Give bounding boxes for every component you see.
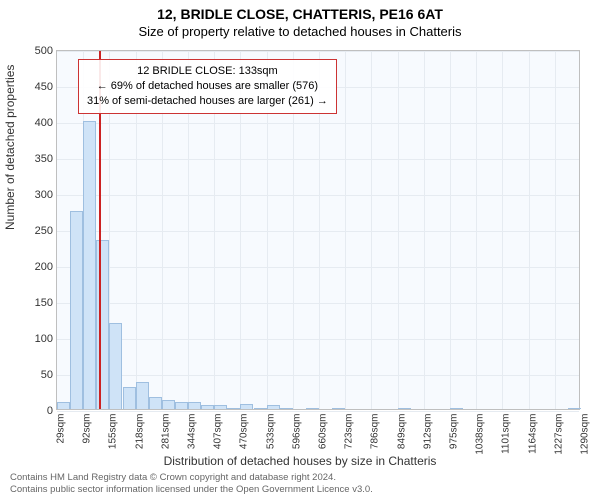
x-tick-label: 660sqm [318, 414, 329, 450]
annotation-box: 12 BRIDLE CLOSE: 133sqm← 69% of detached… [78, 59, 337, 114]
histogram-bar [188, 402, 201, 409]
footer-line-1: Contains HM Land Registry data © Crown c… [10, 472, 590, 484]
y-tick-label: 350 [23, 153, 53, 165]
annotation-line: 31% of semi-detached houses are larger (… [87, 94, 328, 109]
x-tick-label: 912sqm [422, 414, 433, 450]
gridline-v [345, 51, 346, 409]
x-tick-label: 281sqm [160, 414, 171, 450]
histogram-bar [398, 408, 411, 409]
histogram-bar [149, 397, 162, 409]
histogram-bar [267, 405, 280, 409]
x-tick-label: 92sqm [82, 414, 93, 444]
y-axis-label: Number of detached properties [3, 65, 17, 230]
x-tick-label: 786sqm [370, 414, 381, 450]
x-tick-label: 155sqm [108, 414, 119, 450]
x-tick-label: 533sqm [265, 414, 276, 450]
gridline-v [424, 51, 425, 409]
x-tick-label: 849sqm [396, 414, 407, 450]
histogram-bar [123, 387, 136, 409]
x-tick-label: 344sqm [187, 414, 198, 450]
gridline-h [57, 411, 579, 412]
y-tick-label: 100 [23, 333, 53, 345]
histogram-bar [83, 121, 96, 409]
y-tick-label: 300 [23, 189, 53, 201]
x-axis-label: Distribution of detached houses by size … [0, 454, 600, 468]
histogram-bar [280, 408, 293, 409]
x-tick-label: 1164sqm [527, 414, 538, 454]
x-tick-label: 1290sqm [580, 414, 591, 455]
histogram-bar [136, 382, 149, 409]
histogram-chart: 05010015020025030035040045050029sqm92sqm… [56, 50, 580, 410]
histogram-bar [227, 408, 240, 409]
y-tick-label: 0 [23, 405, 53, 417]
histogram-bar [201, 405, 214, 409]
x-tick-label: 1101sqm [501, 414, 512, 454]
gridline-v [371, 51, 372, 409]
page-title: 12, BRIDLE CLOSE, CHATTERIS, PE16 6AT [0, 0, 600, 22]
gridline-v [450, 51, 451, 409]
x-tick-label: 975sqm [449, 414, 460, 450]
gridline-v [529, 51, 530, 409]
x-tick-label: 407sqm [213, 414, 224, 450]
histogram-bar [162, 400, 175, 409]
gridline-v [502, 51, 503, 409]
footer: Contains HM Land Registry data © Crown c… [0, 472, 600, 496]
gridline-v [398, 51, 399, 409]
x-tick-label: 29sqm [56, 414, 67, 444]
histogram-bar [214, 405, 227, 409]
histogram-bar [568, 408, 581, 409]
histogram-bar [450, 408, 463, 409]
histogram-bar [254, 408, 267, 409]
footer-line-2: Contains public sector information licen… [10, 484, 590, 496]
x-tick-label: 596sqm [291, 414, 302, 450]
y-tick-label: 50 [23, 369, 53, 381]
gridline-v [476, 51, 477, 409]
histogram-bar [306, 408, 319, 409]
page-subtitle: Size of property relative to detached ho… [0, 22, 600, 39]
y-tick-label: 250 [23, 225, 53, 237]
histogram-bar [240, 404, 253, 409]
x-tick-label: 470sqm [239, 414, 250, 450]
y-tick-label: 200 [23, 261, 53, 273]
y-tick-label: 500 [23, 45, 53, 57]
x-tick-label: 723sqm [344, 414, 355, 450]
annotation-line: 12 BRIDLE CLOSE: 133sqm [87, 64, 328, 79]
x-tick-label: 1038sqm [475, 414, 486, 455]
x-tick-label: 1227sqm [553, 414, 564, 455]
plot-area: 05010015020025030035040045050029sqm92sqm… [56, 50, 580, 410]
histogram-bar [332, 408, 345, 409]
y-tick-label: 450 [23, 81, 53, 93]
x-tick-label: 218sqm [134, 414, 145, 450]
histogram-bar [57, 402, 70, 409]
y-tick-label: 400 [23, 117, 53, 129]
gridline-v [555, 51, 556, 409]
histogram-bar [109, 323, 122, 409]
histogram-bar [70, 211, 83, 409]
y-tick-label: 150 [23, 297, 53, 309]
histogram-bar [175, 402, 188, 409]
annotation-line: ← 69% of detached houses are smaller (57… [87, 79, 328, 94]
